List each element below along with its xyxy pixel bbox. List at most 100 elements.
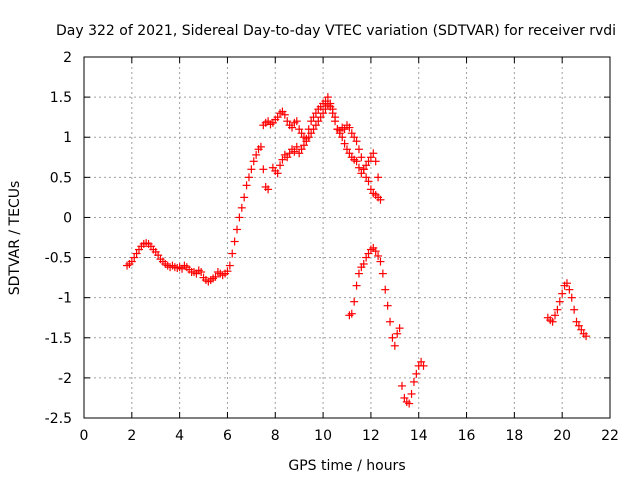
data-point xyxy=(309,113,318,122)
data-point xyxy=(321,97,330,106)
data-point xyxy=(350,133,359,142)
data-point xyxy=(383,301,392,310)
data-point xyxy=(352,281,361,290)
data-point xyxy=(376,195,385,204)
data-point xyxy=(333,125,342,134)
data-point xyxy=(130,253,139,262)
data-point xyxy=(374,173,383,182)
data-point xyxy=(276,161,285,170)
data-point xyxy=(345,149,354,158)
y-tick-label: -2 xyxy=(58,371,72,387)
data-point xyxy=(197,267,206,276)
data-point xyxy=(562,279,571,288)
x-tick-label: 18 xyxy=(505,428,523,444)
data-point xyxy=(364,249,373,258)
chart-title: Day 322 of 2021, Sidereal Day-to-day VTE… xyxy=(56,23,616,39)
data-point xyxy=(572,317,581,326)
data-point xyxy=(321,105,330,114)
data-point xyxy=(309,125,318,134)
data-point xyxy=(388,333,397,342)
data-point xyxy=(292,117,301,126)
data-point xyxy=(273,113,282,122)
data-point xyxy=(280,110,289,119)
data-point xyxy=(288,123,297,132)
data-point xyxy=(283,153,292,162)
data-point xyxy=(278,155,287,164)
data-point xyxy=(347,129,356,138)
data-point xyxy=(343,145,351,154)
data-point xyxy=(323,93,332,102)
data-point xyxy=(127,257,136,266)
data-point xyxy=(369,149,378,158)
data-point xyxy=(302,137,311,146)
data-point xyxy=(304,133,313,142)
data-point xyxy=(340,139,349,148)
data-point xyxy=(390,341,399,350)
x-tick-label: 14 xyxy=(410,428,428,444)
series-5 xyxy=(397,357,428,408)
data-point xyxy=(307,129,316,138)
data-point xyxy=(273,169,282,178)
y-tick-label: -2.5 xyxy=(45,411,72,427)
data-point xyxy=(407,389,416,398)
data-point xyxy=(256,142,265,151)
data-point xyxy=(242,181,251,190)
data-point xyxy=(240,193,249,202)
grid xyxy=(84,57,610,418)
data-point xyxy=(311,121,320,130)
data-point xyxy=(211,272,220,281)
data-point xyxy=(307,117,316,126)
data-point xyxy=(412,369,421,378)
y-tick-label: 2 xyxy=(63,50,72,66)
data-point xyxy=(397,381,406,390)
data-point xyxy=(249,157,258,166)
plot-frame xyxy=(83,56,611,419)
data-point xyxy=(565,285,574,294)
data-point xyxy=(132,249,141,258)
data-point xyxy=(558,289,567,298)
data-point xyxy=(381,285,390,294)
data-point xyxy=(419,361,428,370)
data-point xyxy=(371,247,380,256)
x-tick-label: 10 xyxy=(314,428,332,444)
data-point xyxy=(354,145,363,154)
series-3 xyxy=(268,101,383,182)
data-point xyxy=(297,129,306,138)
data-point xyxy=(362,161,371,170)
data-point xyxy=(259,165,268,174)
data-point xyxy=(354,163,363,172)
data-point xyxy=(366,185,375,194)
data-point xyxy=(154,251,163,260)
data-point xyxy=(350,297,359,306)
series-2 xyxy=(259,93,385,204)
y-tick-label: -1.5 xyxy=(45,331,72,347)
data-point xyxy=(555,297,564,306)
data-point xyxy=(328,109,337,118)
data-point xyxy=(233,225,242,234)
data-point xyxy=(326,102,335,111)
data-point xyxy=(582,332,591,341)
y-tick-label: -1 xyxy=(58,291,72,307)
data-point xyxy=(548,317,557,326)
data-point xyxy=(352,137,361,146)
data-point xyxy=(338,133,347,142)
data-point xyxy=(290,147,299,156)
data-point xyxy=(374,251,383,260)
data-point xyxy=(417,357,426,366)
data-point xyxy=(223,267,232,276)
data-point xyxy=(335,129,344,138)
y-tick-label: 1.5 xyxy=(50,90,72,106)
data-point xyxy=(357,153,366,162)
data-point xyxy=(316,113,325,122)
x-tick-label: 0 xyxy=(80,428,89,444)
data-point xyxy=(331,117,340,126)
data-point xyxy=(244,173,253,182)
series-4 xyxy=(345,243,404,350)
data-point xyxy=(314,117,323,126)
x-tick-label: 8 xyxy=(271,428,280,444)
data-point xyxy=(359,259,368,268)
data-point xyxy=(409,377,418,386)
y-tick-label: -0.5 xyxy=(45,251,72,267)
data-point xyxy=(376,257,385,266)
data-point xyxy=(235,213,244,222)
